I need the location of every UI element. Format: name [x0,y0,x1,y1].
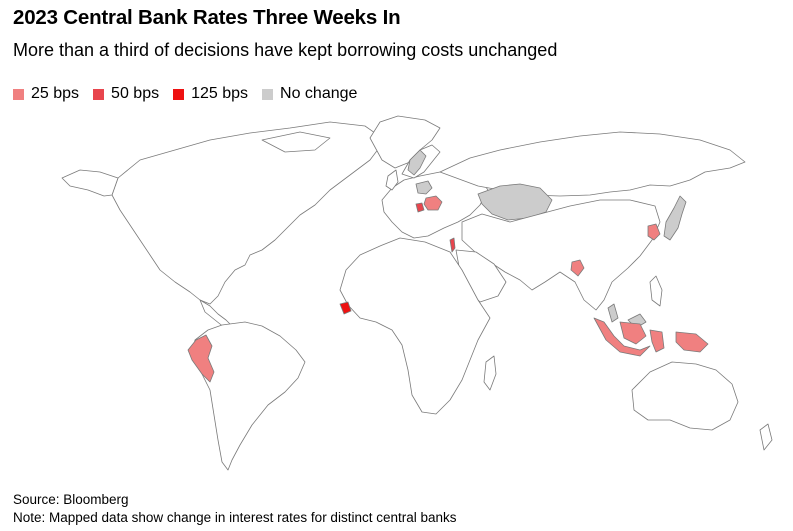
asia-mainland [461,199,661,311]
world-map [0,112,793,490]
russia [439,131,746,197]
south-korea [647,223,661,241]
sierra-leone [339,301,352,315]
philippines [649,275,663,307]
serbia [415,202,425,213]
legend-item-no-change: No change [262,85,357,103]
legend-item-125bps: 125 bps [173,85,248,103]
legend-item-50bps: 50 bps [93,85,159,103]
alaska [61,169,119,197]
legend-swatch-25bps [13,88,24,100]
sweden [407,149,427,176]
legend-item-25bps: 25 bps [13,85,79,103]
legend-label-125bps: 125 bps [191,85,249,102]
legend-label-50bps: 50 bps [111,85,160,102]
new-zealand [759,423,773,451]
chart-subtitle: More than a third of decisions have kept… [13,40,558,60]
indonesia [593,317,709,357]
legend-swatch-no-change [262,88,274,100]
australia [631,361,739,431]
japan [663,195,687,241]
poland [415,180,433,195]
legend-swatch-50bps [93,88,105,100]
central-america [199,299,233,329]
romania [423,195,443,211]
chart-title: 2023 Central Bank Rates Three Weeks In [13,6,401,29]
legend-label-no-change: No change [280,85,358,102]
bangladesh [570,259,585,277]
source-note: Source: Bloomberg [13,492,129,507]
footnote: Note: Mapped data show change in interes… [13,510,457,525]
israel [449,237,456,253]
madagascar [483,355,497,391]
legend: 25 bps 50 bps 125 bps No change [13,85,371,103]
north-america [111,121,386,305]
legend-label-25bps: 25 bps [31,85,80,102]
peru [187,334,215,383]
legend-swatch-125bps [173,88,185,100]
greenland [369,115,441,169]
uk [385,169,399,191]
canadian-islands [261,131,331,153]
